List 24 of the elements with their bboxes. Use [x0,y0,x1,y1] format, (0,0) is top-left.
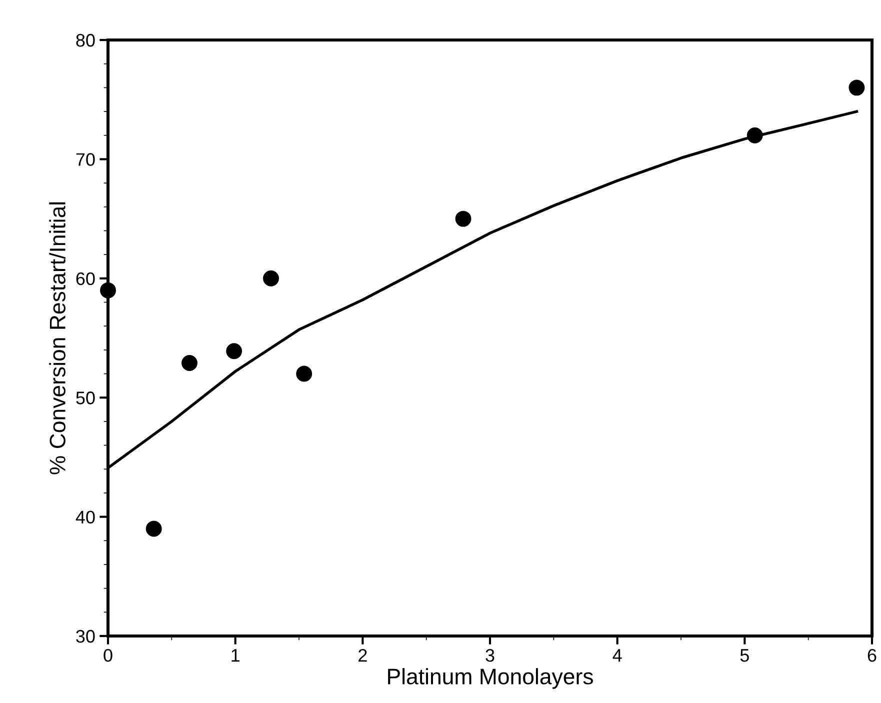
point [296,366,312,382]
point [226,343,242,360]
x-tick-label: 1 [232,649,240,662]
x-tick-label: 4 [612,649,622,662]
y-tick-label: 40 [76,510,95,524]
point [848,80,865,96]
point [746,127,763,144]
point [263,270,279,286]
x-tick-label: 0 [104,648,112,662]
x-tick-label: 5 [740,649,749,662]
x-tick-label: 2 [358,648,367,662]
x-tick-label: 3 [486,648,494,662]
y-tick-label: 50 [76,392,95,404]
point [455,210,472,227]
x-axis-title: Platinum Monolayers [388,668,593,689]
y-tick-label: 30 [76,630,95,643]
y-axis-title: % Conversion Restart/Initial [49,202,66,474]
y-tick-label: 60 [76,272,95,286]
y-tick-label: 80 [76,34,95,47]
point [182,355,198,372]
point [146,520,162,537]
x-tick-label: 6 [868,648,876,662]
y-tick-label: 70 [76,153,95,166]
point [100,282,116,298]
